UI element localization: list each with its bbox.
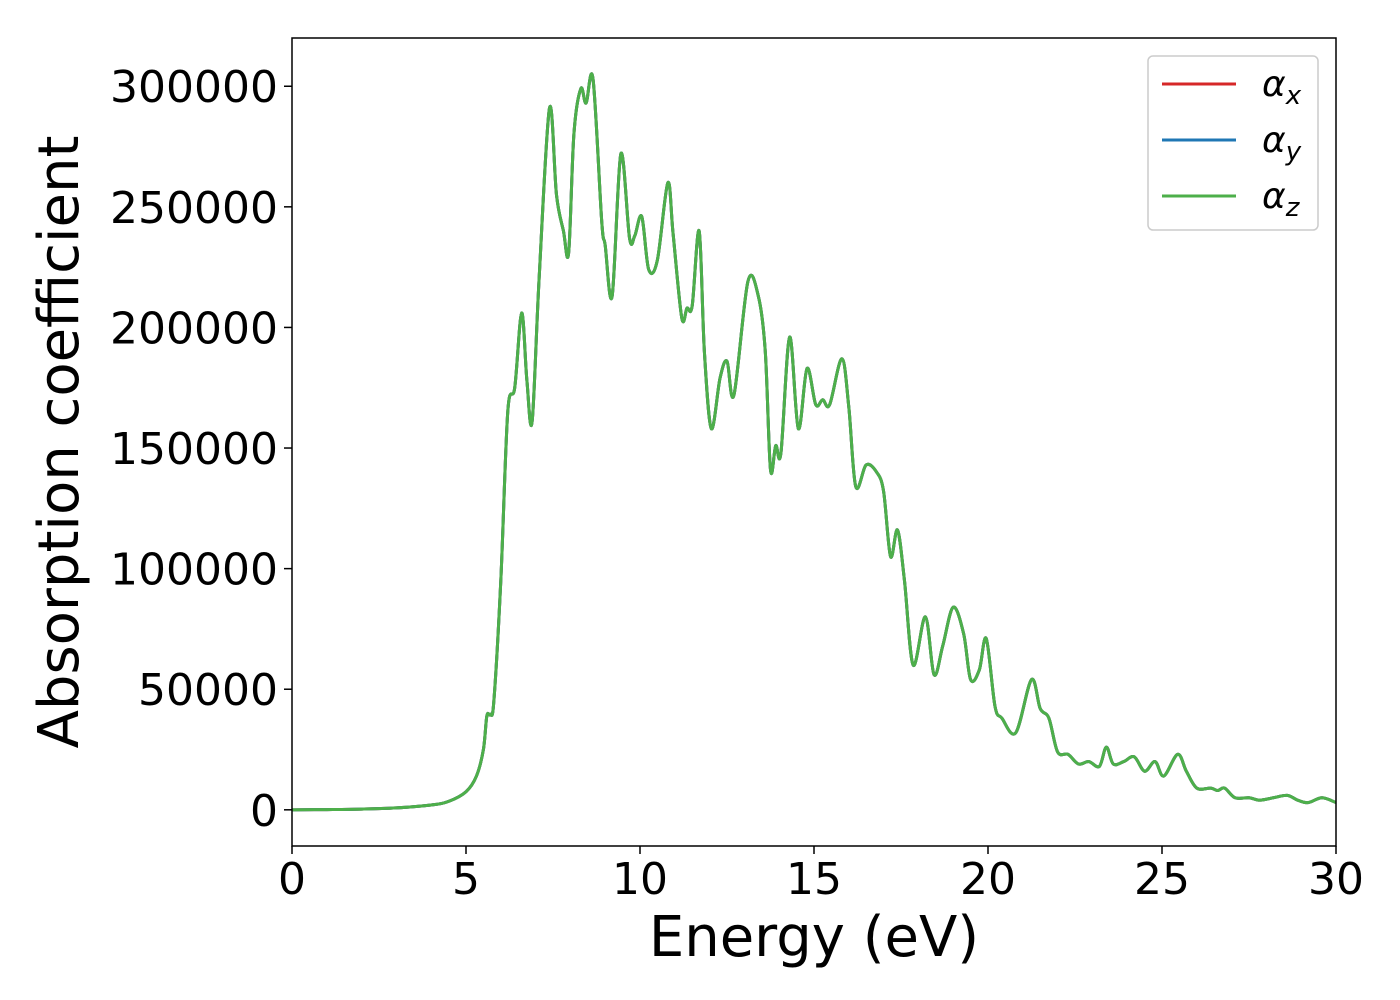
series-layer — [292, 72, 1336, 812]
y-tick-label: 300000 — [110, 62, 278, 113]
legend-label-y: αy — [1262, 120, 1302, 167]
y-tick-label: 0 — [250, 786, 278, 837]
x-axis-label: Energy (eV) — [649, 905, 979, 970]
x-tick-label: 25 — [1134, 854, 1190, 905]
x-tick-label: 5 — [452, 854, 480, 905]
legend-symbol: α — [1262, 120, 1286, 161]
series-line-z — [292, 72, 1336, 812]
legend-subscript: x — [1285, 81, 1302, 111]
legend-label-z: αz — [1262, 176, 1301, 223]
x-axis: 0 5 10 15 20 25 30 — [278, 846, 1364, 905]
legend-symbol: α — [1262, 64, 1286, 105]
x-tick-label: 20 — [960, 854, 1016, 905]
x-tick-label: 0 — [278, 854, 306, 905]
x-tick-label: 15 — [786, 854, 842, 905]
y-tick-label: 150000 — [110, 424, 278, 475]
x-tick-label: 30 — [1308, 854, 1364, 905]
legend-box — [1147, 55, 1319, 231]
y-axis-label: Absorption coefficient — [27, 136, 92, 749]
y-tick-label: 50000 — [138, 665, 278, 716]
legend-label-x: αx — [1262, 64, 1302, 111]
legend-subscript: y — [1285, 137, 1302, 167]
y-tick-label: 200000 — [110, 303, 278, 354]
x-tick-label: 10 — [612, 854, 668, 905]
y-tick-label: 100000 — [110, 545, 278, 596]
legend-symbol: α — [1262, 176, 1286, 217]
y-tick-label: 250000 — [110, 183, 278, 234]
legend-subscript: z — [1285, 193, 1301, 223]
y-axis: 0 50000 100000 150000 200000 250000 300000 — [110, 62, 292, 837]
